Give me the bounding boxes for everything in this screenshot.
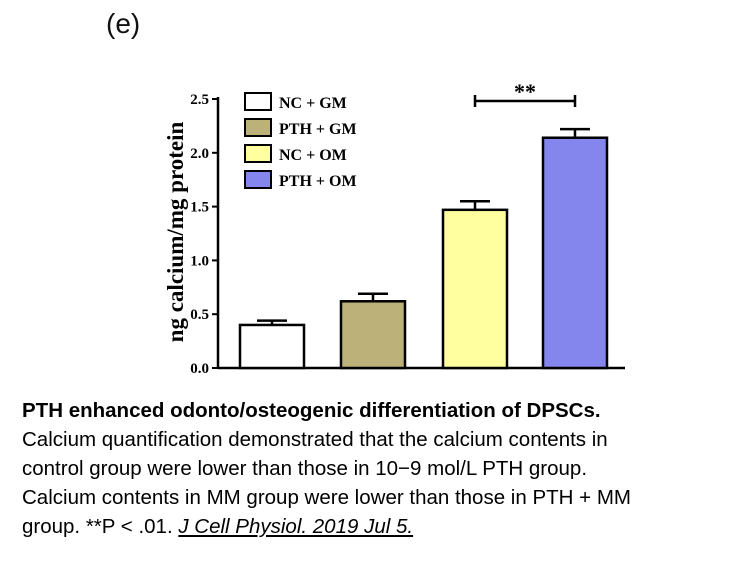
figure-caption: PTH enhanced odonto/osteogenic different… (22, 396, 752, 541)
significance-label: ** (514, 79, 536, 104)
caption-title: PTH enhanced odonto/osteogenic different… (22, 399, 601, 422)
bar (541, 136, 609, 370)
legend-swatch (244, 118, 272, 137)
caption-line-1: Calcium quantification demonstrated that… (22, 428, 608, 451)
legend-swatch (244, 92, 272, 111)
y-tick-label: 2.5 (190, 92, 209, 108)
legend: NC + GM PTH + GM NC + OM PTH + OM (244, 92, 357, 190)
legend-label: PTH + GM (279, 121, 357, 138)
legend-swatch (244, 144, 272, 163)
y-axis-label: ng calcium/mg protein (163, 121, 188, 342)
legend-label: PTH + OM (279, 173, 357, 190)
bar (441, 208, 509, 370)
y-tick-label: 2.0 (190, 146, 209, 162)
caption-line-2: control group were lower than those in 1… (22, 457, 588, 480)
y-tick-label: 0.0 (190, 361, 209, 377)
citation-link[interactable]: J Cell Physiol. 2019 Jul 5. (178, 515, 414, 538)
caption-line-3: Calcium contents in MM group were lower … (22, 486, 631, 509)
caption-line-4: group. **P < .01. (22, 515, 173, 538)
y-tick-label: 1.0 (190, 253, 209, 269)
legend-label: NC + GM (279, 95, 347, 112)
y-tick-label: 1.5 (190, 200, 209, 216)
legend-swatch (244, 170, 272, 189)
significance-bracket: ** (473, 79, 577, 107)
legend-label: NC + OM (279, 147, 347, 164)
bar (339, 300, 407, 370)
bars (238, 127, 609, 370)
panel-label: (e) (106, 8, 141, 39)
bar-chart: ng calcium/mg protein 0.0 0.5 1.0 1.5 2.0 2.5… (163, 79, 625, 377)
y-tick-label: 0.5 (190, 307, 209, 323)
bar (238, 323, 306, 370)
